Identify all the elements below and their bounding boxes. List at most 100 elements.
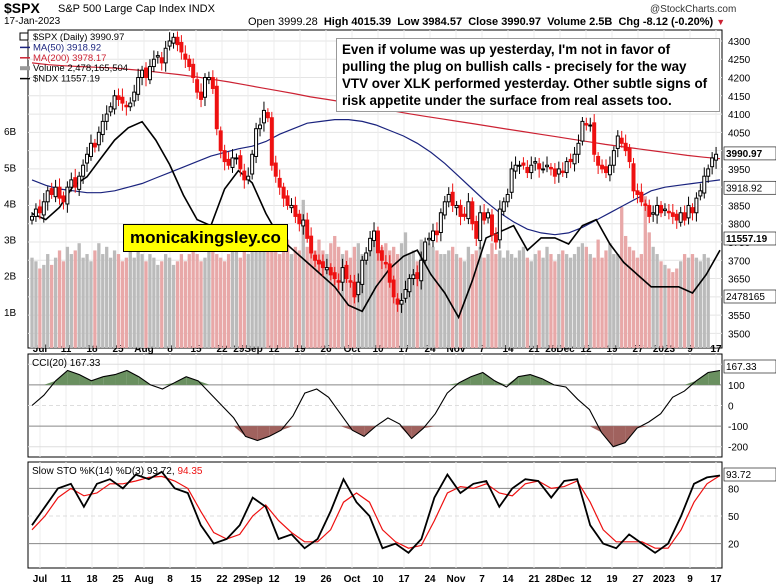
x-tick-label: Jul bbox=[33, 344, 48, 355]
volume-bar bbox=[222, 261, 227, 348]
volume-bar bbox=[706, 257, 710, 348]
candle-body bbox=[611, 150, 616, 166]
candle-body bbox=[399, 299, 404, 305]
volume-bar bbox=[380, 246, 384, 348]
volume-bar bbox=[478, 246, 482, 348]
volume-bar bbox=[439, 254, 443, 348]
candle-body bbox=[159, 57, 164, 64]
candle-body bbox=[328, 267, 333, 276]
candle-body bbox=[690, 207, 695, 214]
candle-body bbox=[592, 122, 597, 155]
volume-bar bbox=[175, 261, 180, 348]
volume-bar bbox=[360, 254, 364, 348]
volume-bar bbox=[490, 243, 494, 348]
candle-body bbox=[525, 166, 530, 174]
volume-bar bbox=[108, 257, 113, 348]
candle-body bbox=[686, 204, 691, 219]
candle-body bbox=[285, 195, 290, 206]
x-tick-label-bottom: 26 bbox=[320, 574, 332, 585]
cci-positive-fill bbox=[126, 370, 139, 385]
candle-body bbox=[493, 234, 498, 243]
x-tick-label: Nov bbox=[447, 344, 466, 355]
cci-badge: 167.33 bbox=[726, 362, 757, 373]
legend-entry: $NDX 11557.19 bbox=[33, 74, 100, 85]
watermark: @StockCharts.com bbox=[650, 4, 737, 15]
x-tick-label: 21 bbox=[528, 344, 540, 355]
high-value: High 4015.39 bbox=[323, 16, 392, 28]
volume-bar bbox=[549, 254, 553, 348]
candle-body bbox=[277, 177, 282, 188]
candle-body bbox=[395, 298, 400, 305]
volume-bar bbox=[525, 257, 530, 348]
candle-body bbox=[191, 63, 196, 79]
candle-body bbox=[674, 213, 679, 221]
volume-bar bbox=[557, 254, 561, 348]
candle-body bbox=[218, 130, 223, 152]
volume-bar bbox=[321, 250, 325, 348]
candle-body bbox=[647, 204, 652, 217]
volume-bar bbox=[376, 254, 380, 348]
cci-negative-fill bbox=[269, 426, 282, 437]
candle-body bbox=[352, 281, 357, 298]
x-tick-label-bottom: 14 bbox=[502, 574, 514, 585]
ma50-line bbox=[31, 118, 721, 236]
volume-bar bbox=[164, 254, 168, 348]
price-tick-label: 4300 bbox=[728, 37, 751, 48]
cci-tick-label: 100 bbox=[728, 381, 745, 392]
x-tick-label-bottom: 15 bbox=[190, 574, 202, 585]
ma50-badge-box bbox=[723, 180, 776, 195]
candle-body bbox=[234, 157, 239, 160]
candle-body bbox=[603, 166, 608, 174]
volume-bar bbox=[529, 261, 533, 348]
x-tick-label: 2023 bbox=[653, 344, 676, 355]
volume-bar bbox=[553, 261, 557, 348]
volume-bar bbox=[207, 250, 211, 348]
legend-entry: MA(200) 3978.17 bbox=[33, 53, 106, 64]
cci-tick-label: -100 bbox=[728, 422, 748, 433]
candle-body bbox=[387, 263, 392, 283]
candle-body bbox=[136, 77, 141, 95]
candle-body bbox=[261, 109, 266, 124]
volume-bar bbox=[635, 257, 640, 348]
legend-entry: MA(50) 3918.92 bbox=[33, 42, 101, 53]
x-tick-label: 17 bbox=[710, 344, 722, 355]
candle-body bbox=[242, 170, 247, 181]
x-tick-label: 25 bbox=[112, 344, 124, 355]
volume-bar bbox=[305, 246, 309, 348]
volume-tick-label: 6B bbox=[4, 127, 17, 138]
candle-body bbox=[187, 58, 192, 68]
candle-body bbox=[635, 190, 640, 195]
candle-body bbox=[576, 142, 581, 155]
volume-bar bbox=[340, 254, 345, 348]
cci-positive-fill bbox=[447, 382, 460, 385]
volume-bar bbox=[226, 254, 231, 348]
volume-bar bbox=[167, 257, 172, 348]
volume-bar bbox=[368, 243, 372, 348]
x-tick-label-bottom: Nov bbox=[447, 574, 466, 585]
volume-value: Volume 2.5B bbox=[547, 16, 613, 28]
chart-symbol: $SPX bbox=[4, 0, 40, 16]
volume-bar bbox=[348, 257, 353, 348]
sto-tick-label: 20 bbox=[728, 540, 740, 551]
sto-tick-label: 80 bbox=[728, 484, 740, 495]
candle-body bbox=[423, 241, 428, 261]
cci-badge-box bbox=[723, 359, 776, 374]
x-tick-label-bottom: Oct bbox=[344, 574, 361, 585]
volume-bar bbox=[451, 246, 455, 348]
candle-body bbox=[541, 168, 546, 171]
volume-bar bbox=[623, 235, 628, 348]
volume-bar bbox=[588, 254, 592, 348]
cci-negative-fill bbox=[613, 426, 626, 447]
x-tick-label-bottom: 11 bbox=[61, 574, 72, 585]
volume-bar bbox=[604, 250, 608, 348]
volume-bar bbox=[128, 246, 132, 348]
candle-body bbox=[450, 191, 455, 206]
candle-body bbox=[210, 77, 215, 89]
candle-body bbox=[431, 230, 435, 242]
volume-bar bbox=[690, 254, 695, 348]
volume-bar bbox=[254, 243, 258, 348]
candle-body bbox=[175, 36, 180, 46]
candle-body bbox=[293, 204, 298, 217]
volume-bar bbox=[337, 246, 341, 348]
candle-body bbox=[379, 250, 384, 261]
